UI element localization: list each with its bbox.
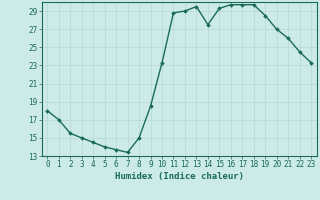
X-axis label: Humidex (Indice chaleur): Humidex (Indice chaleur) (115, 172, 244, 181)
